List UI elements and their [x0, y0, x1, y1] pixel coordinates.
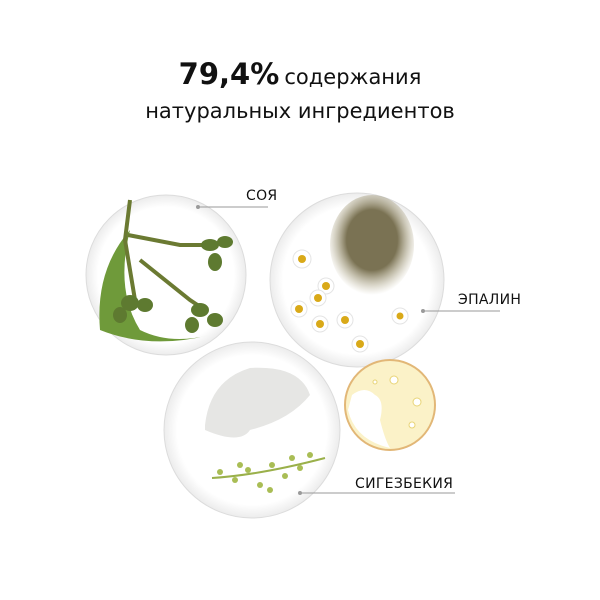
headline: 79,4% содержания натуральных ингредиенто…	[0, 58, 600, 127]
oil-dish	[344, 359, 436, 451]
ingredient-label-epalin: ЭПАЛИН	[458, 292, 522, 308]
cream-herb-dish	[163, 341, 341, 519]
ingredient-label-siegesbeckia: СИГЕЗБЕКИЯ	[355, 476, 454, 492]
headline-line2: натуральных ингредиентов	[145, 99, 455, 123]
powder-chamomile-dish	[269, 192, 445, 368]
ingredient-label-soy: СОЯ	[246, 188, 278, 204]
eucalyptus-branch-dish	[85, 194, 247, 356]
leader-lines	[196, 205, 500, 495]
headline-percent: 79,4%	[178, 57, 280, 91]
headline-line1: содержания	[284, 65, 422, 89]
